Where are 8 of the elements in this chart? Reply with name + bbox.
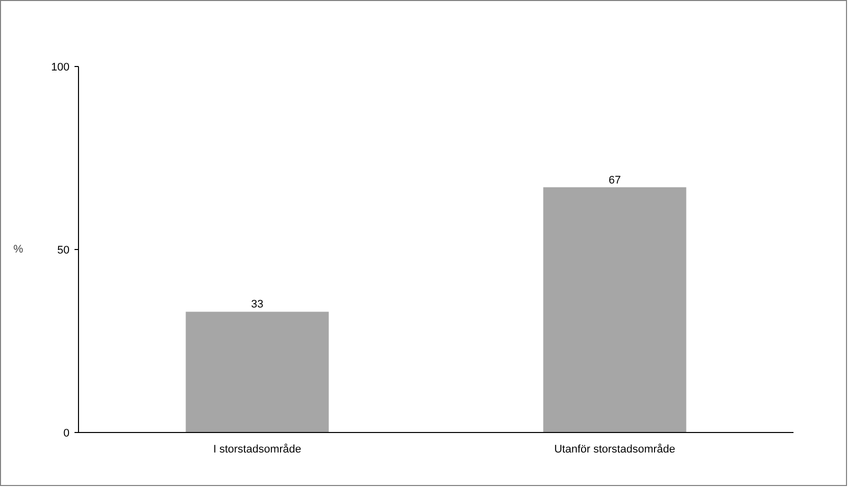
data-label: 33 xyxy=(251,298,264,311)
y-axis-title: % xyxy=(13,244,24,256)
y-tick-label: 100 xyxy=(51,62,70,74)
x-tick-label: Utanför storstadsområde xyxy=(554,444,676,456)
y-tick-label: 0 xyxy=(63,428,70,440)
data-label: 67 xyxy=(608,174,621,186)
y-tick-label: 50 xyxy=(57,244,70,256)
x-tick-label: I storstadsområde xyxy=(213,444,302,456)
